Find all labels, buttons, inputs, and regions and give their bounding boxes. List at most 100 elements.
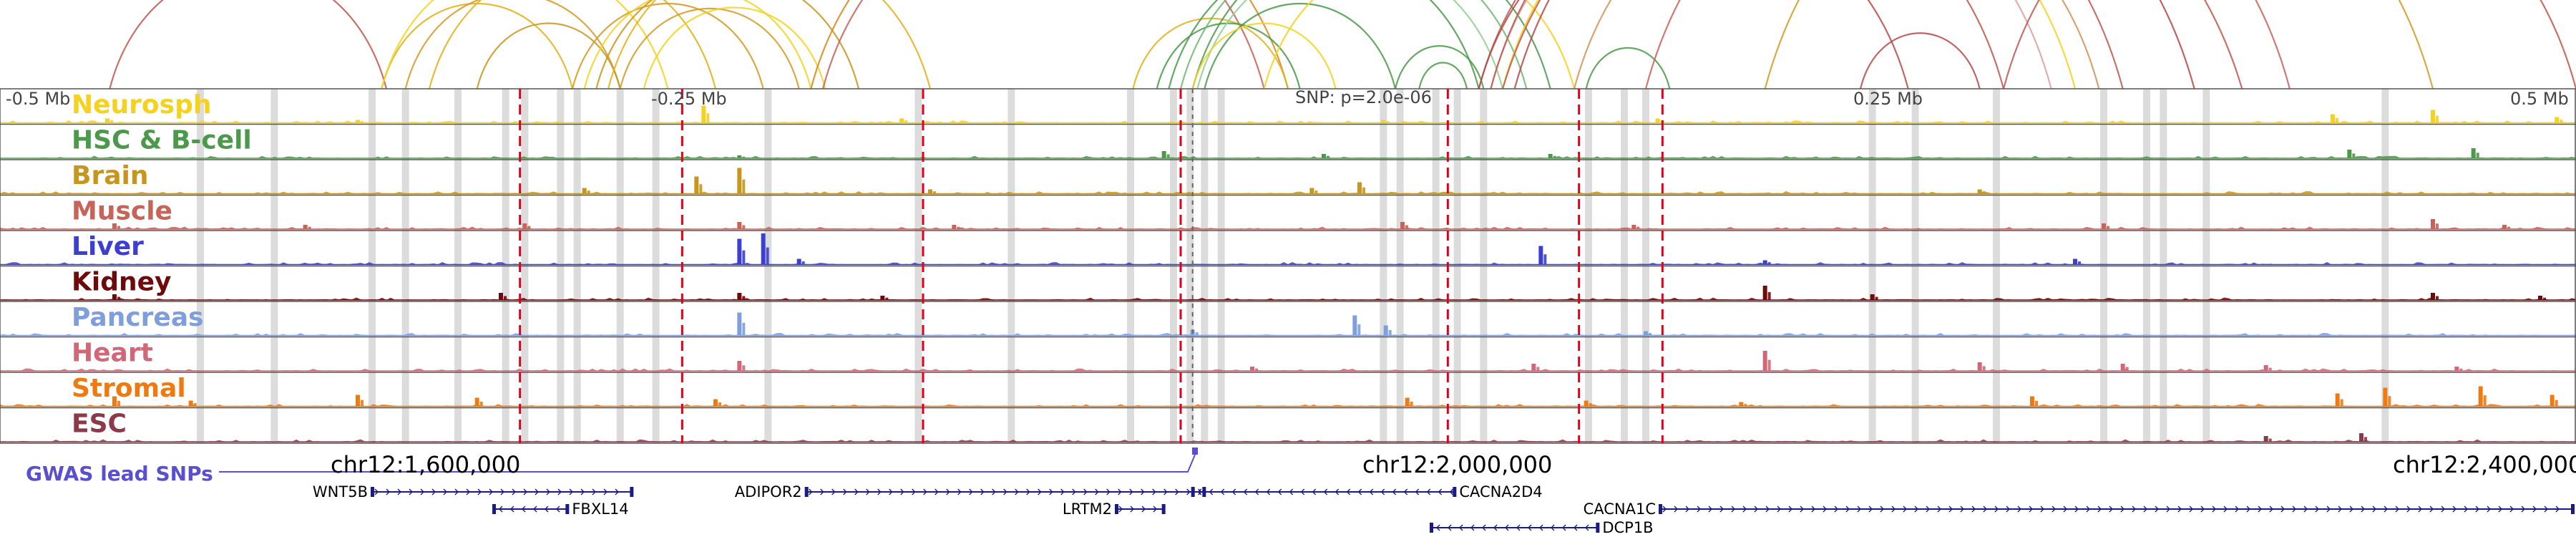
strand-arrow <box>1438 488 1443 495</box>
gwas-track-label: GWAS lead SNPs <box>26 462 213 485</box>
peak-1 <box>499 293 503 300</box>
peak-shoulder-10 <box>2388 396 2391 407</box>
peak-2 <box>1531 364 1536 371</box>
strand-arrow <box>1903 505 1907 513</box>
peak-shoulder-5 <box>1405 225 1408 229</box>
peak-4 <box>713 399 718 407</box>
peak-shoulder-3 <box>479 401 483 407</box>
peak-shoulder-1 <box>2364 437 2367 442</box>
peak-shoulder-1 <box>193 403 197 407</box>
strand-arrow <box>2280 505 2285 513</box>
loop-arc-16 <box>1168 0 1480 90</box>
gene-label: CACNA1C <box>1584 500 1656 518</box>
strand-arrow <box>454 488 459 495</box>
peak-2 <box>737 293 742 300</box>
gene-label: FBXL14 <box>572 500 628 518</box>
peak-3 <box>737 222 742 229</box>
peak-9 <box>2335 393 2340 407</box>
peak-5 <box>1405 397 1410 407</box>
track-label-heart: Heart <box>72 339 153 368</box>
peak-3 <box>1548 154 1553 158</box>
strand-arrow <box>1095 488 1099 495</box>
gene-exon-end <box>2571 504 2575 514</box>
strand-arrow <box>2074 505 2079 513</box>
peak-4 <box>1309 188 1314 194</box>
strand-arrow <box>1585 524 1589 531</box>
strand-arrow <box>1289 488 1294 495</box>
strand-arrow <box>1106 488 1111 495</box>
strand-arrow <box>2349 505 2353 513</box>
strand-arrow <box>1369 488 1374 495</box>
strand-arrow <box>935 488 939 495</box>
strand-arrow <box>1926 505 1930 513</box>
strand-arrow <box>1323 488 1328 495</box>
strand-arrow <box>1141 488 1145 495</box>
strand-arrow <box>2498 505 2502 513</box>
peak-1 <box>356 120 360 123</box>
strand-arrow <box>2292 505 2296 513</box>
strand-arrow <box>1674 505 1678 513</box>
strand-arrow <box>1254 488 1259 495</box>
strand-arrow <box>1891 505 1896 513</box>
strand-arrow <box>992 488 996 495</box>
peak-shoulder-4 <box>1767 292 1771 300</box>
strand-arrow <box>2464 505 2468 513</box>
peak-1 <box>761 233 766 265</box>
peak-7 <box>2102 223 2106 229</box>
loop-arc-8 <box>595 0 860 90</box>
loop-arc-26 <box>1478 0 1909 90</box>
peak-shoulder-1 <box>699 184 703 194</box>
strand-arrow <box>923 488 927 495</box>
gene-cacna2d4: CACNA2D4 <box>1191 483 1543 500</box>
peak-0 <box>112 396 117 407</box>
loop-arc-36 <box>1859 32 1981 90</box>
gwas-snp-marker-0 <box>1192 448 1198 455</box>
peak-3 <box>1762 351 1767 371</box>
strand-arrow <box>2384 505 2388 513</box>
strand-arrow <box>957 488 962 495</box>
strand-arrow <box>1708 505 1712 513</box>
strand-arrow <box>1539 524 1543 531</box>
peak-shoulder-4 <box>718 402 721 407</box>
strand-arrow <box>2338 505 2342 513</box>
scale-right-label: 0.5 Mb <box>2510 89 2569 109</box>
peak-shoulder-3 <box>904 120 907 123</box>
strand-arrow <box>2395 505 2399 513</box>
strand-arrow <box>1971 505 1976 513</box>
strand-arrow <box>1914 505 1918 513</box>
loop-arc-37 <box>2002 0 2576 90</box>
peak-shoulder-1 <box>1166 154 1170 158</box>
strand-arrow <box>409 488 413 495</box>
peak-6 <box>1977 189 1982 194</box>
gene-exon-start <box>492 504 496 514</box>
loop-arc-23 <box>1418 62 1468 90</box>
gwas-connector-0 <box>219 454 1196 473</box>
strand-arrow <box>2269 505 2273 513</box>
strand-arrow <box>522 505 526 513</box>
peak-0 <box>582 188 587 194</box>
peak-3 <box>880 296 885 300</box>
chromatin-loops-layer <box>109 0 2576 90</box>
peak-shoulder-3 <box>885 297 889 300</box>
strand-arrow <box>2051 505 2056 513</box>
strand-arrow <box>2029 505 2033 513</box>
track-liver <box>0 230 2576 266</box>
strand-arrow <box>2177 505 2182 513</box>
peak-1 <box>188 400 193 407</box>
strand-arrow <box>2086 505 2090 513</box>
strand-arrow <box>2155 505 2159 513</box>
strand-arrow <box>900 488 904 495</box>
strand-arrow <box>535 488 539 495</box>
peak-shoulder-4 <box>1982 366 1986 371</box>
strand-arrow <box>1186 488 1191 495</box>
boundary-lines-layer <box>519 89 1664 443</box>
loop-arc-10 <box>619 7 800 90</box>
strand-arrow <box>2544 505 2548 513</box>
track-noise <box>0 262 2576 265</box>
scale-mid-left-label: -0.25 Mb <box>651 89 727 109</box>
peak-shoulder-12 <box>2555 400 2558 407</box>
peak-shoulder-5 <box>1410 401 1413 407</box>
strand-arrow <box>1026 488 1030 495</box>
strand-arrow <box>603 488 608 495</box>
snp-pvalue-label: SNP: p=2.0e-06 <box>1295 87 1432 107</box>
